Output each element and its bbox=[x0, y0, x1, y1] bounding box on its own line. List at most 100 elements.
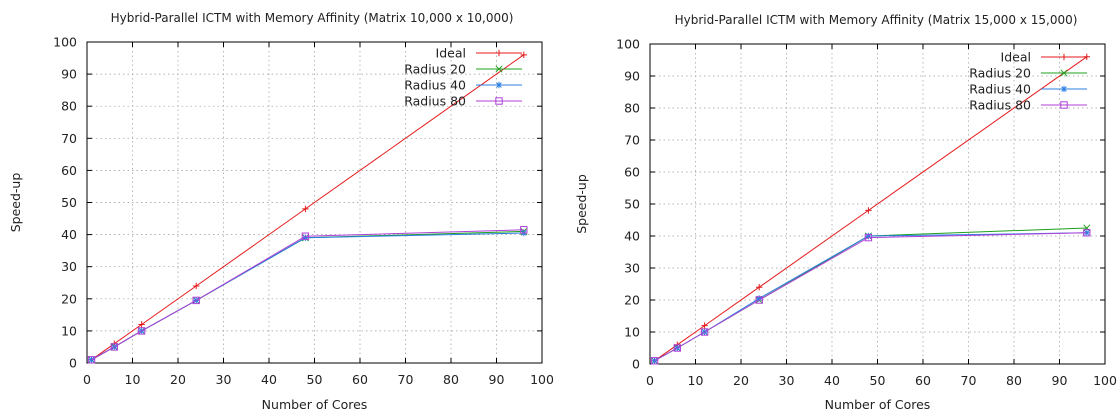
x-tick-label: 10 bbox=[688, 373, 704, 388]
y-tick-label: 100 bbox=[53, 35, 77, 50]
series-line bbox=[91, 232, 524, 361]
data-point bbox=[700, 328, 709, 336]
y-tick-label: 90 bbox=[61, 67, 77, 82]
x-tick-label: 80 bbox=[443, 372, 459, 387]
data-point bbox=[864, 233, 873, 242]
x-tick-label: 70 bbox=[398, 372, 414, 387]
y-tick-label: 0 bbox=[632, 357, 640, 372]
data-point bbox=[110, 343, 118, 351]
data-point bbox=[302, 205, 309, 213]
y-tick-label: 0 bbox=[69, 356, 77, 371]
data-point bbox=[756, 295, 763, 302]
series-radius-80 bbox=[87, 226, 528, 364]
y-tick-label: 30 bbox=[61, 259, 77, 274]
data-point bbox=[865, 207, 872, 214]
data-point bbox=[520, 226, 528, 234]
x-tick-label: 10 bbox=[125, 372, 141, 387]
legend-label: Radius 80 bbox=[404, 94, 466, 109]
legend-marker bbox=[1060, 101, 1068, 109]
series-line bbox=[654, 232, 1087, 362]
x-tick-label: 90 bbox=[489, 372, 505, 387]
series-radius-40 bbox=[651, 229, 1090, 364]
legend-label: Ideal bbox=[1001, 50, 1031, 65]
x-tick-label: 40 bbox=[261, 372, 277, 387]
chart-2: 0 10 20 30 40 50 60 70 80 90 100 0 10 20 30 40 50 60 70 80 9… bbox=[574, 13, 1117, 412]
chart-title: Hybrid-Parallel ICTM with Memory Affinit… bbox=[675, 13, 1078, 27]
x-tick-label: 30 bbox=[779, 373, 795, 388]
legend-label: Ideal bbox=[436, 46, 466, 61]
legend-marker bbox=[495, 49, 503, 57]
x-tick-label: 30 bbox=[216, 372, 232, 387]
legend-marker bbox=[495, 65, 503, 73]
legend-label: Radius 40 bbox=[404, 78, 466, 93]
y-tick-label: 70 bbox=[624, 133, 640, 148]
y-tick-label: 50 bbox=[61, 195, 77, 210]
y-tick-label: 10 bbox=[61, 323, 77, 338]
legend-label: Radius 20 bbox=[969, 66, 1031, 81]
y-tick-label: 10 bbox=[624, 325, 640, 340]
y-tick-label: 90 bbox=[624, 69, 640, 84]
legend-marker bbox=[1060, 85, 1068, 93]
x-tick-label: 80 bbox=[1006, 373, 1022, 388]
y-tick-label: 80 bbox=[624, 101, 640, 116]
series-line bbox=[654, 227, 1087, 362]
chart-1: 0 10 20 30 40 50 60 70 80 90 100 0 10 20 30 40 50 60 70 80 9… bbox=[8, 11, 554, 412]
series-radius-80 bbox=[650, 229, 1091, 365]
data-point bbox=[301, 232, 310, 240]
y-tick-label: 20 bbox=[624, 293, 640, 308]
y-tick-label: 60 bbox=[624, 165, 640, 180]
x-tick-label: 0 bbox=[646, 373, 654, 388]
chart-title: Hybrid-Parallel ICTM with Memory Affinit… bbox=[111, 11, 514, 25]
legend-label: Radius 20 bbox=[404, 62, 466, 77]
series-line bbox=[654, 56, 1088, 362]
x-axis-label: Number of Cores bbox=[262, 397, 368, 412]
y-tick-label: 30 bbox=[624, 261, 640, 276]
data-point bbox=[1083, 229, 1091, 237]
y-tick-label: 40 bbox=[624, 229, 640, 244]
data-point bbox=[137, 327, 146, 335]
y-tick-label: 50 bbox=[624, 197, 640, 212]
series-radius-40 bbox=[88, 229, 527, 363]
data-point bbox=[650, 357, 659, 365]
data-point bbox=[138, 321, 145, 328]
x-tick-label: 100 bbox=[530, 372, 554, 387]
x-tick-label: 60 bbox=[915, 373, 931, 388]
y-tick-label: 70 bbox=[61, 131, 77, 146]
y-tick-label: 100 bbox=[616, 37, 640, 52]
x-tick-label: 90 bbox=[1052, 373, 1068, 388]
legend-marker bbox=[1060, 53, 1068, 61]
x-tick-label: 70 bbox=[961, 373, 977, 388]
data-point bbox=[756, 284, 763, 291]
legend-marker bbox=[495, 81, 503, 89]
legend-marker bbox=[1060, 69, 1068, 77]
y-tick-label: 20 bbox=[61, 291, 77, 306]
x-tick-label: 20 bbox=[733, 373, 749, 388]
y-tick-label: 60 bbox=[61, 163, 77, 178]
x-tick-label: 50 bbox=[307, 372, 323, 387]
data-point bbox=[865, 232, 872, 240]
y-tick-label: 40 bbox=[61, 227, 77, 242]
series-line bbox=[91, 230, 524, 361]
data-point bbox=[673, 344, 681, 352]
series-radius-20 bbox=[650, 224, 1091, 365]
legend-label: Radius 40 bbox=[969, 82, 1031, 97]
series-radius-20 bbox=[87, 227, 528, 364]
x-tick-label: 60 bbox=[352, 372, 368, 387]
series-line bbox=[654, 232, 1087, 362]
data-point bbox=[302, 234, 309, 242]
x-tick-label: 40 bbox=[824, 373, 840, 388]
data-point bbox=[192, 296, 200, 305]
x-tick-label: 0 bbox=[83, 372, 91, 387]
x-tick-label: 100 bbox=[1093, 373, 1117, 388]
legend-marker bbox=[495, 97, 503, 105]
y-tick-label: 80 bbox=[61, 99, 77, 114]
data-point bbox=[520, 51, 527, 59]
x-tick-label: 50 bbox=[870, 373, 886, 388]
data-point bbox=[701, 322, 708, 329]
y-axis-label: Speed-up bbox=[8, 173, 23, 233]
x-axis-label: Number of Cores bbox=[825, 397, 931, 412]
legend-label: Radius 80 bbox=[969, 98, 1031, 113]
series-line bbox=[91, 54, 525, 361]
